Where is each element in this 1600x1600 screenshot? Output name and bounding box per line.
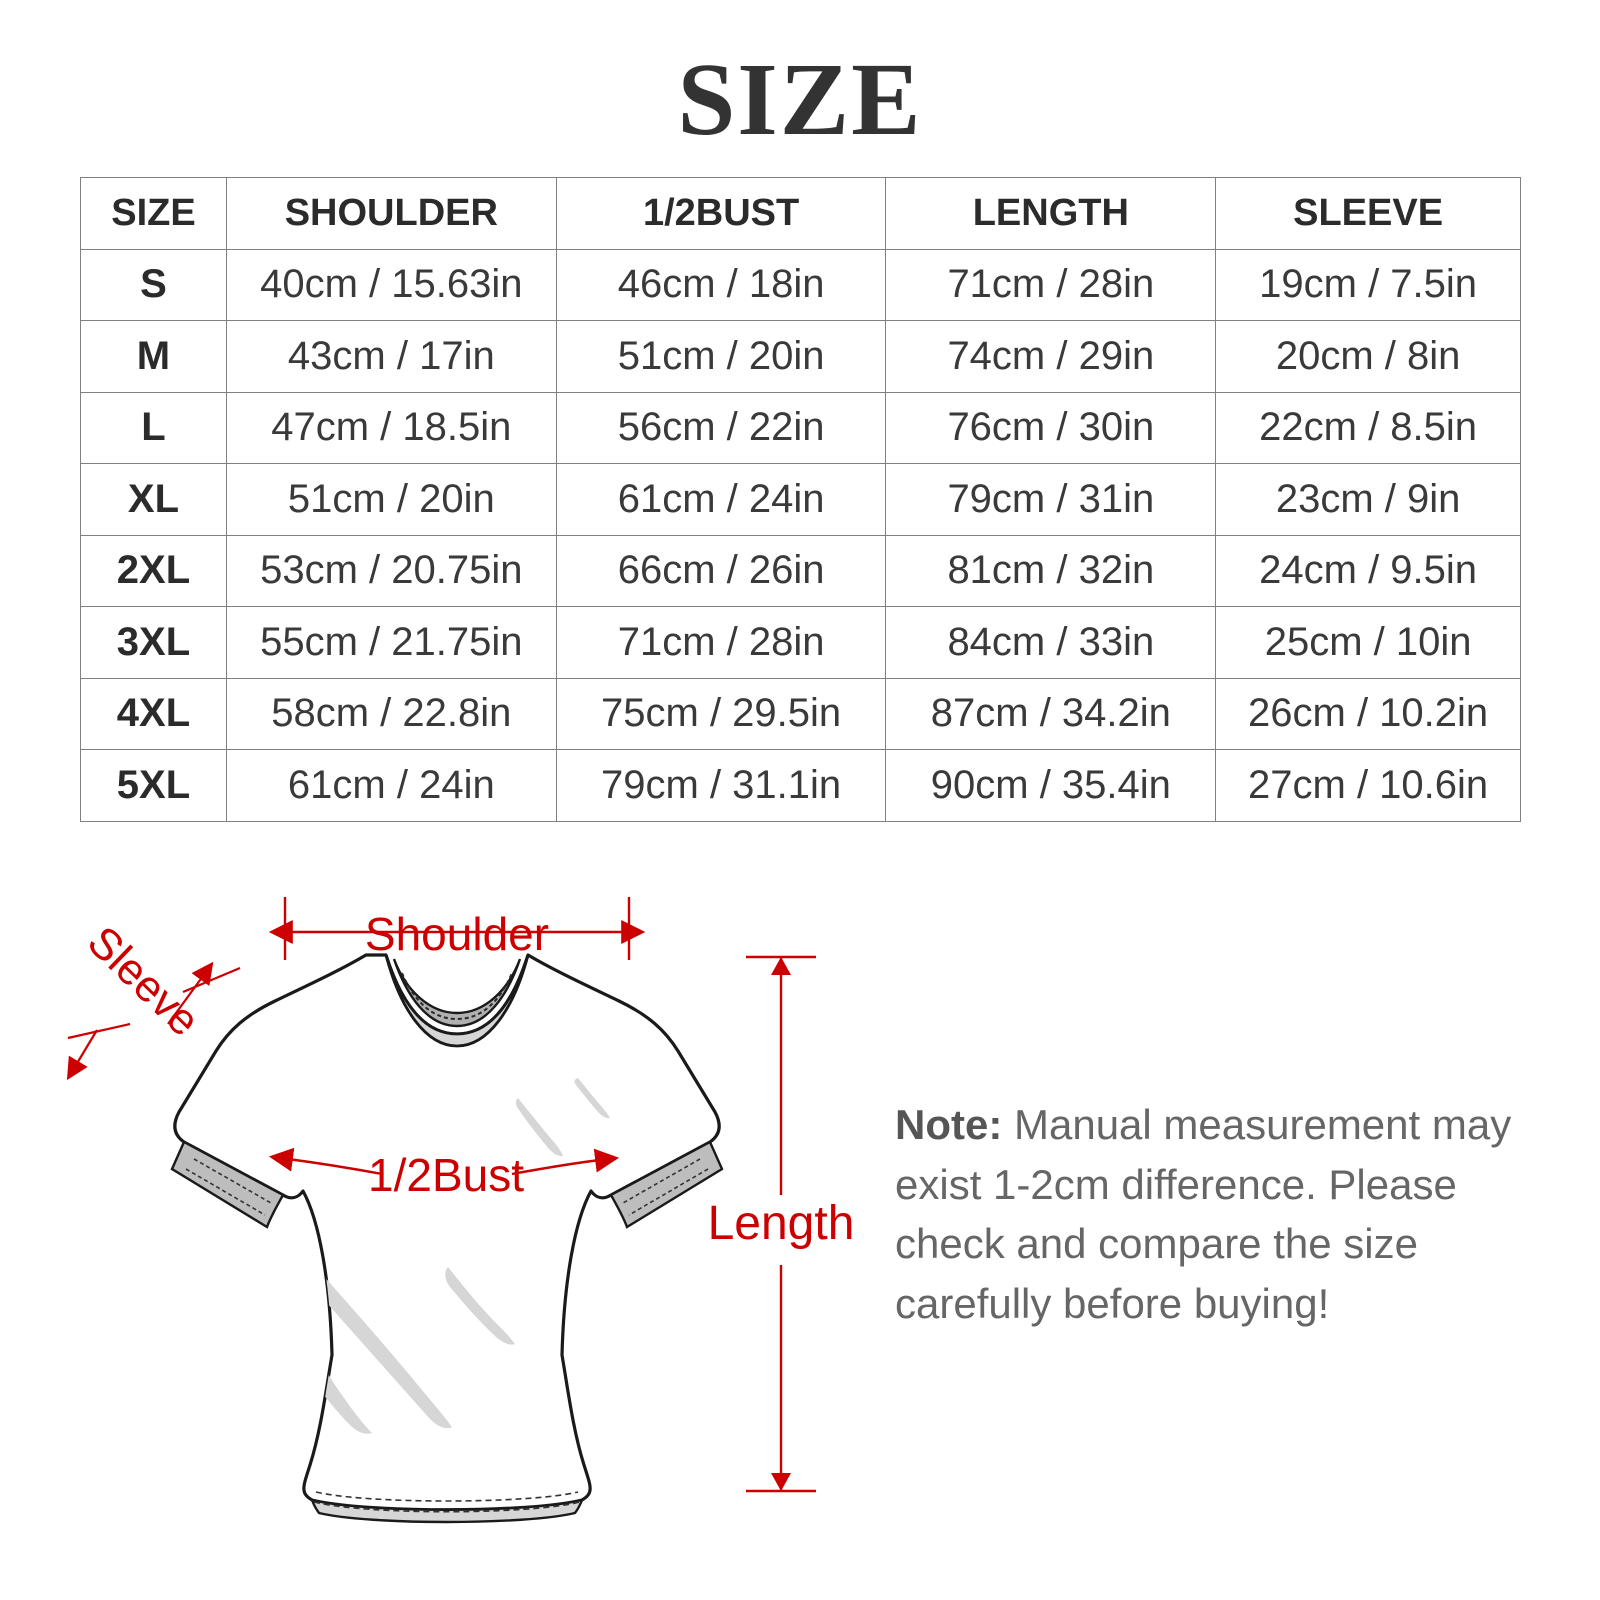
svg-text:Length: Length	[708, 1197, 855, 1250]
svg-text:Shoulder: Shoulder	[365, 908, 549, 960]
svg-text:Sleeve: Sleeve	[78, 917, 209, 1046]
svg-text:1/2Bust: 1/2Bust	[368, 1149, 524, 1201]
